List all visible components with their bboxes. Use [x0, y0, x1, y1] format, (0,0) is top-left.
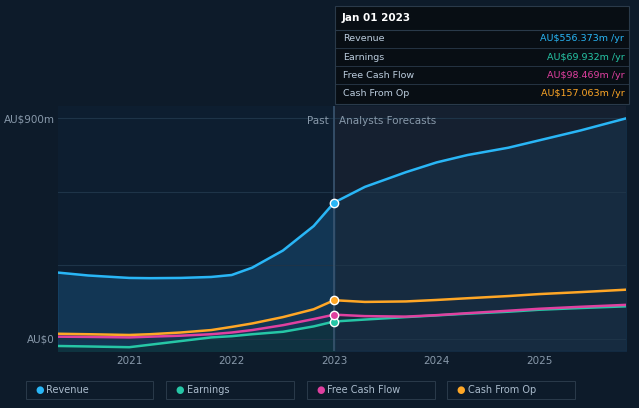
- Text: Earnings: Earnings: [343, 53, 385, 62]
- Text: Earnings: Earnings: [187, 385, 229, 395]
- Text: Jan 01 2023: Jan 01 2023: [342, 13, 411, 24]
- Text: Revenue: Revenue: [343, 34, 385, 43]
- Text: Past: Past: [307, 116, 329, 126]
- Text: Cash From Op: Cash From Op: [343, 89, 410, 98]
- Text: Revenue: Revenue: [46, 385, 89, 395]
- Text: AU$157.063m /yr: AU$157.063m /yr: [541, 89, 624, 98]
- Text: Analysts Forecasts: Analysts Forecasts: [339, 116, 436, 126]
- Text: Cash From Op: Cash From Op: [468, 385, 536, 395]
- Bar: [334, 106, 626, 351]
- Text: Free Cash Flow: Free Cash Flow: [343, 71, 414, 80]
- Text: ●: ●: [457, 385, 465, 395]
- Text: AU$69.932m /yr: AU$69.932m /yr: [546, 53, 624, 62]
- Text: AU$98.469m /yr: AU$98.469m /yr: [547, 71, 624, 80]
- Text: ●: ●: [316, 385, 325, 395]
- Text: AU$556.373m /yr: AU$556.373m /yr: [541, 34, 624, 43]
- Text: Free Cash Flow: Free Cash Flow: [327, 385, 401, 395]
- Text: ●: ●: [35, 385, 43, 395]
- Text: ●: ●: [176, 385, 184, 395]
